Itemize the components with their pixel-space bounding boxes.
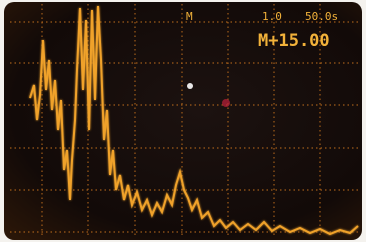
timebase-readout: 50.0s bbox=[305, 10, 338, 23]
offset-readout: M+15.00 bbox=[258, 31, 330, 51]
page: M 1.0 50.0s M+15.00 (() => { const data … bbox=[0, 0, 366, 242]
oscilloscope-photo: M 1.0 50.0s M+15.00 bbox=[0, 0, 366, 242]
marker-icon: M bbox=[186, 10, 193, 23]
glare bbox=[187, 83, 193, 89]
red-dot bbox=[222, 99, 230, 107]
scale-readout: 1.0 bbox=[262, 10, 282, 23]
